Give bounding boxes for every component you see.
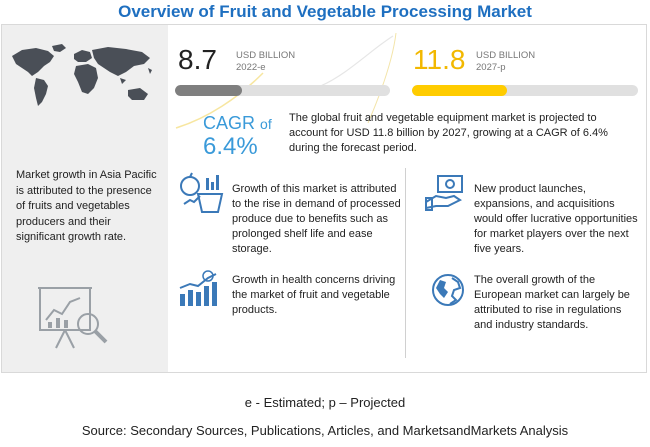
page-title: Overview of Fruit and Vegetable Processi… — [118, 2, 532, 21]
cagr-label: CAGR of — [203, 113, 272, 134]
insight-3-text: New product launches, expansions, and ac… — [474, 183, 638, 255]
market-2027-bar-fill — [412, 85, 507, 96]
left-panel-text: Market growth in Asia Pacific is attribu… — [16, 169, 157, 243]
globe-icon — [432, 274, 464, 306]
insight-4-text: The overall growth of the European marke… — [474, 274, 630, 331]
hand-money-icon — [425, 175, 463, 211]
market-2027-unit-group: USD BILLION 2027-p — [476, 50, 535, 74]
source-note: Source: Secondary Sources, Publications,… — [81, 423, 569, 438]
cagr-of-text: of — [260, 116, 272, 132]
market-2022-bar — [175, 85, 390, 96]
market-2022-year: 2022-e — [236, 62, 266, 73]
market-2022-bar-fill — [175, 85, 242, 96]
health-growth-chart-icon — [179, 270, 217, 306]
cagr-label-text: CAGR — [203, 113, 256, 133]
analysis-board-icon — [38, 287, 108, 349]
market-2022-unit: USD BILLION — [236, 50, 296, 61]
insight-2-text: Growth in health concerns driving the ma… — [232, 274, 396, 316]
footnote: e - Estimated; p – Projected — [244, 395, 406, 410]
world-map-icon — [12, 44, 152, 106]
market-2027-unit: USD BILLION — [476, 50, 536, 61]
market-2027-bar — [412, 85, 638, 96]
market-2022-unit-group: USD BILLION 2022-e — [236, 50, 295, 74]
insight-1-text: Growth of this market is attributed to t… — [232, 183, 401, 255]
market-2022-value: 8.7 — [178, 44, 217, 75]
fruit-growth-icon — [180, 172, 224, 213]
market-2027-year: 2027-p — [476, 62, 506, 73]
cagr-value: 6.4% — [203, 133, 258, 160]
column-divider — [405, 168, 406, 358]
market-2027-value: 11.8 — [413, 44, 466, 75]
cagr-description: The global fruit and vegetable equipment… — [289, 112, 608, 154]
